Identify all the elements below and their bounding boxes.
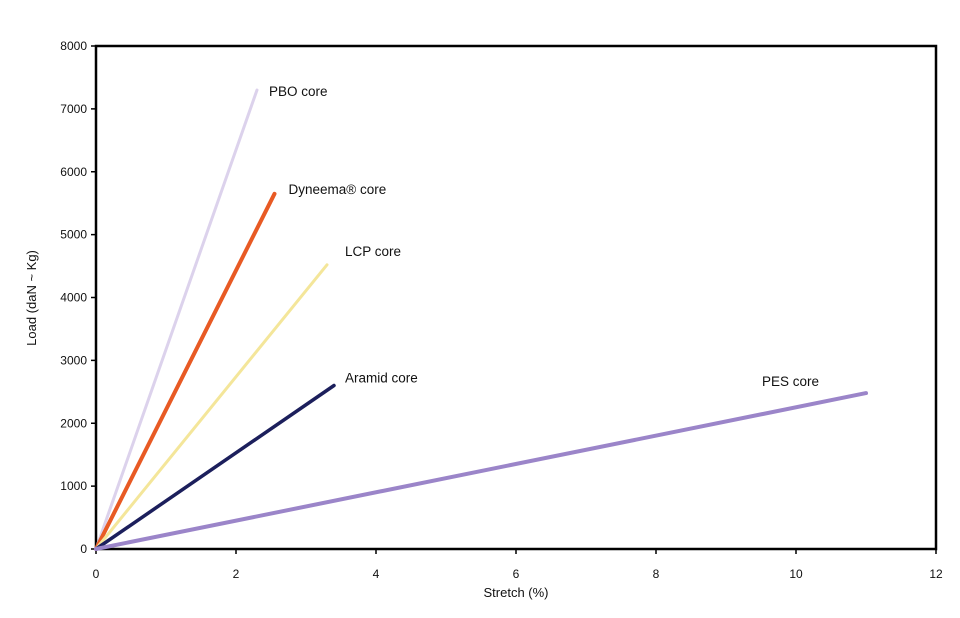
y-tick-label: 5000 (60, 228, 87, 242)
y-tick-label: 4000 (60, 291, 87, 305)
y-tick-label: 3000 (60, 353, 87, 367)
series-lines (94, 88, 868, 551)
x-axis-ticks: 0 2 4 6 8 10 12 (93, 549, 943, 581)
series-label-pes-core: PES core (762, 374, 819, 389)
series-labels: PBO core Dyneema® core LCP core Aramid core… (269, 84, 819, 389)
x-axis-title: Stretch (%) (483, 585, 548, 600)
series-label-dyneema-core: Dyneema® core (289, 182, 387, 197)
y-tick-label: 8000 (60, 39, 87, 53)
x-tick-label: 12 (929, 567, 943, 581)
series-label-aramid-core: Aramid core (345, 371, 418, 386)
x-tick-label: 0 (93, 567, 100, 581)
series-line-pes-core (94, 391, 868, 551)
y-tick-label: 2000 (60, 416, 87, 430)
series-line-aramid-core (94, 383, 336, 551)
series-line-pbo-core (94, 88, 259, 551)
x-tick-label: 2 (233, 567, 240, 581)
y-tick-label: 0 (80, 542, 87, 556)
y-tick-label: 6000 (60, 165, 87, 179)
series-label-lcp-core: LCP core (345, 244, 401, 259)
x-tick-label: 10 (789, 567, 803, 581)
y-axis-title: Load (daN ~ Kg) (24, 250, 39, 346)
y-tick-label: 1000 (60, 479, 87, 493)
y-axis-ticks: 0 1000 2000 3000 4000 5000 6000 7000 8000 (60, 39, 96, 556)
series-label-pbo-core: PBO core (269, 84, 328, 99)
y-tick-label: 7000 (60, 102, 87, 116)
x-tick-label: 8 (653, 567, 660, 581)
x-tick-label: 6 (513, 567, 520, 581)
series-line-lcp-core (94, 263, 329, 551)
x-tick-label: 4 (373, 567, 380, 581)
series-line-dyneema-core (94, 191, 277, 551)
